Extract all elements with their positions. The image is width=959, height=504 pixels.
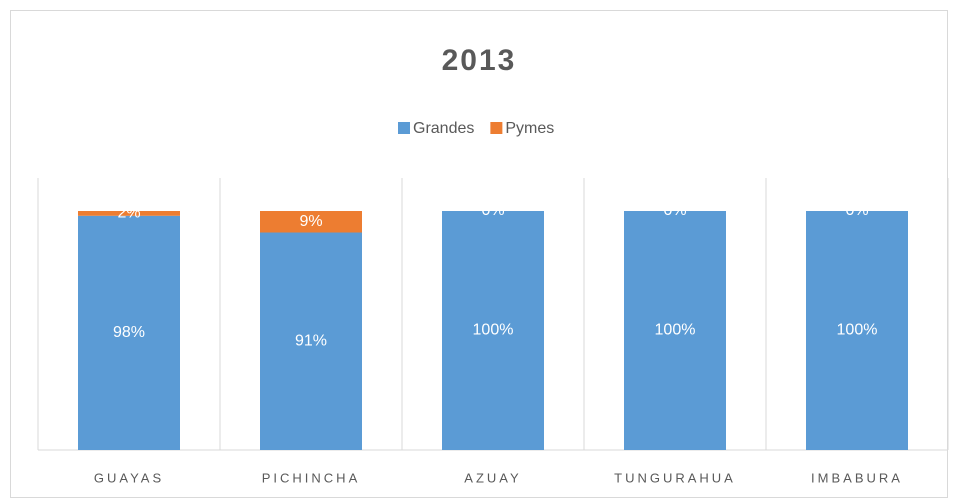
legend-swatch bbox=[490, 122, 503, 134]
data-label: 0% bbox=[663, 202, 686, 219]
bar-segment bbox=[624, 211, 726, 450]
data-label: 0% bbox=[845, 202, 868, 219]
data-label: 100% bbox=[655, 322, 696, 339]
bar-segment bbox=[78, 211, 180, 216]
x-tick-label: PICHINCHA bbox=[262, 470, 361, 485]
data-label: 9% bbox=[299, 213, 322, 230]
legend-label: Pymes bbox=[505, 120, 554, 137]
legend: Grandes Pymes bbox=[398, 120, 554, 137]
data-label: 100% bbox=[837, 322, 878, 339]
x-tick-label: IMBABURA bbox=[811, 470, 903, 485]
plot-area: 98% 2% 91% 9% 100% 0% 100% 0% 100% 0% GUAYAS PICHIN… bbox=[37, 178, 949, 485]
data-label: 100% bbox=[473, 322, 514, 339]
x-tick-label: TUNGURAHUA bbox=[614, 470, 736, 485]
legend-swatch bbox=[398, 122, 410, 134]
bars: 98% 2% 91% 9% 100% 0% 100% 0% 100% 0% bbox=[78, 202, 908, 450]
data-label: 0% bbox=[481, 202, 504, 219]
data-label: 98% bbox=[113, 324, 145, 341]
x-tick-label: AZUAY bbox=[464, 470, 521, 485]
data-label: 2% bbox=[117, 205, 140, 222]
bar-segment bbox=[78, 215, 180, 450]
chart-title: 2013 bbox=[442, 44, 517, 77]
x-tick-label: GUAYAS bbox=[94, 470, 164, 485]
bar-segment bbox=[442, 211, 544, 450]
data-label: 91% bbox=[295, 332, 327, 349]
legend-label: Grandes bbox=[413, 120, 474, 137]
bar-segment bbox=[260, 232, 362, 450]
bar-segment bbox=[806, 211, 908, 450]
bar-segment bbox=[260, 211, 362, 233]
